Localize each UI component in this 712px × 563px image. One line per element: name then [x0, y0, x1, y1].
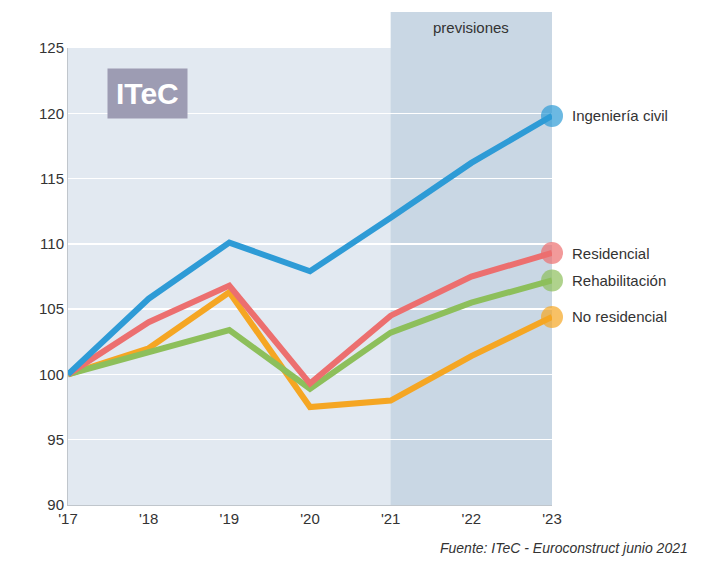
svg-text:'23: '23: [542, 510, 562, 527]
svg-text:95: 95: [47, 431, 64, 448]
svg-text:90: 90: [47, 496, 64, 513]
svg-text:120: 120: [39, 105, 64, 122]
svg-text:110: 110: [40, 235, 64, 252]
svg-text:Residencial: Residencial: [572, 245, 650, 262]
svg-text:125: 125: [39, 39, 64, 56]
svg-text:Fuente: ITeC - Euroconstruct j: Fuente: ITeC - Euroconstruct junio 2021: [440, 540, 688, 556]
svg-text:115: 115: [40, 170, 64, 187]
svg-text:'19: '19: [220, 510, 240, 527]
svg-text:'22: '22: [462, 510, 482, 527]
svg-text:105: 105: [39, 300, 64, 317]
svg-text:'17: '17: [58, 510, 78, 527]
svg-text:'20: '20: [300, 510, 320, 527]
svg-text:Ingeniería civil: Ingeniería civil: [572, 107, 668, 124]
svg-text:'21: '21: [381, 510, 401, 527]
svg-text:No residencial: No residencial: [572, 308, 667, 325]
svg-text:ITeC: ITeC: [116, 77, 179, 110]
svg-text:100: 100: [39, 366, 64, 383]
svg-text:'18: '18: [139, 510, 159, 527]
svg-text:previsiones: previsiones: [433, 19, 509, 36]
svg-text:Rehabilitación: Rehabilitación: [572, 272, 666, 289]
